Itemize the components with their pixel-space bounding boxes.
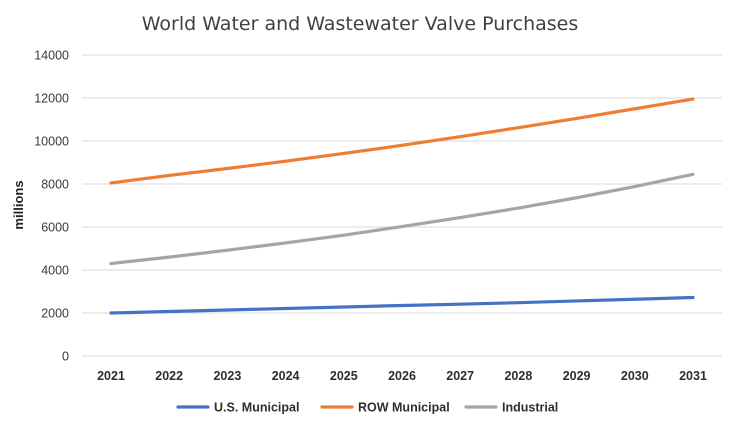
x-tick-label: 2030 (621, 369, 649, 383)
x-tick-label: 2024 (272, 369, 300, 383)
y-tick-label: 14000 (34, 49, 69, 63)
data-point (517, 301, 520, 305)
gridlines (82, 54, 722, 357)
data-point (342, 305, 346, 309)
data-point (633, 297, 637, 301)
y-tick-label: 8000 (41, 178, 69, 192)
data-point (284, 307, 287, 310)
data-point (517, 126, 520, 130)
x-axis-ticks: 2021 2022 2023 2024 2025 2026 2027 2028 2029 2030… (97, 369, 707, 383)
data-point (691, 296, 695, 299)
data-point (226, 248, 229, 252)
y-axis-label: millions (11, 180, 26, 229)
x-tick-label: 2025 (330, 369, 358, 383)
data-point (342, 152, 346, 155)
x-tick-label: 2031 (679, 369, 707, 383)
chart-title: World Water and Wastewater Valve Purchas… (142, 13, 579, 35)
data-point (167, 310, 171, 313)
data-point (633, 185, 637, 188)
x-tick-label: 2027 (446, 369, 474, 383)
data-point (167, 255, 171, 259)
data-point (575, 196, 578, 200)
data-point (400, 143, 404, 147)
y-axis-ticks: 0 2000 4000 6000 8000 10000 12000 14000 (34, 49, 69, 364)
data-point (458, 302, 462, 306)
x-tick-label: 2022 (155, 369, 183, 383)
data-point (458, 135, 462, 139)
data-point (284, 241, 287, 245)
data-point (691, 97, 695, 101)
data-point (109, 311, 113, 315)
legend-label: ROW Municipal (358, 401, 450, 415)
legend-label: U.S. Municipal (214, 401, 299, 415)
data-point (633, 107, 637, 111)
y-tick-label: 0 (62, 350, 69, 364)
x-tick-label: 2028 (504, 369, 532, 383)
data-point (342, 233, 346, 237)
x-tick-label: 2023 (213, 369, 241, 383)
y-tick-label: 12000 (34, 92, 69, 106)
series-lines (109, 97, 695, 315)
x-tick-label: 2026 (388, 369, 416, 383)
data-point (226, 167, 229, 170)
y-tick-label: 2000 (41, 307, 69, 321)
y-tick-label: 6000 (41, 221, 69, 235)
data-point (691, 172, 695, 176)
legend: U.S. Municipal ROW Municipal Industrial (176, 401, 558, 415)
data-point (458, 216, 462, 219)
series-line-industrial (109, 172, 695, 266)
data-point (226, 308, 229, 312)
data-point (517, 206, 520, 210)
data-point (575, 299, 578, 303)
data-point (109, 262, 113, 265)
data-point (284, 159, 287, 163)
x-tick-label: 2021 (97, 369, 125, 383)
data-point (575, 117, 578, 120)
legend-label: Industrial (502, 401, 558, 415)
data-point (109, 181, 113, 185)
y-tick-label: 4000 (41, 264, 69, 278)
data-point (400, 225, 404, 228)
x-tick-label: 2029 (563, 369, 591, 383)
data-point (400, 304, 404, 307)
data-point (167, 174, 171, 177)
y-tick-label: 10000 (34, 135, 69, 149)
